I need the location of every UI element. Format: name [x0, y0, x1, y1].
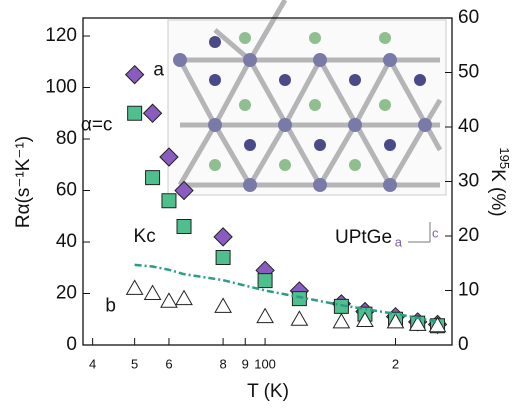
marker	[124, 64, 145, 85]
series-label: Kc	[134, 226, 156, 247]
marker	[159, 147, 179, 167]
series-label: b	[105, 295, 116, 316]
inset-axis-label: a	[395, 234, 403, 249]
marker	[145, 170, 161, 186]
y-axis-label: Rα(s⁻¹K⁻¹)	[13, 136, 34, 228]
y2-tick-label: 10	[458, 280, 479, 301]
marker	[256, 307, 274, 324]
marker	[143, 284, 162, 301]
series-line	[134, 263, 438, 324]
y-tick-label: 40	[56, 231, 77, 252]
series-label: α=c	[81, 114, 113, 135]
y-tick-label: 0	[66, 334, 77, 355]
atoms-green	[209, 32, 391, 171]
inset-axis-label: c	[432, 225, 439, 240]
marker	[175, 289, 193, 306]
marker	[214, 297, 232, 313]
y2-tick-label: 30	[458, 171, 479, 192]
y2-axis-label-prefix: 195	[497, 147, 512, 169]
y2-axis-label-text: K (%)	[487, 169, 508, 217]
x-tick-label: 6	[165, 356, 172, 371]
y-tick-label: 80	[56, 128, 77, 149]
y2-tick-label: 20	[458, 225, 479, 246]
inset-structure: c a	[167, 0, 447, 249]
x-tick-label: 2	[392, 356, 399, 371]
marker	[356, 311, 374, 328]
x-tick-label: 8	[219, 356, 226, 371]
marker	[160, 292, 178, 308]
y2-tick-label: 50	[458, 62, 479, 83]
marker	[215, 249, 231, 265]
marker	[257, 273, 273, 289]
marker	[290, 310, 309, 326]
marker	[142, 103, 163, 123]
x-axis-label: T (K)	[247, 381, 289, 402]
marker	[428, 316, 447, 333]
atoms-dark	[209, 36, 426, 151]
x-tick-label: 5	[131, 356, 138, 371]
y-tick-label: 100	[45, 77, 77, 98]
inset-frame	[167, 19, 447, 196]
inset-axes	[408, 222, 431, 243]
marker	[213, 227, 233, 247]
annotation: UPtGe	[335, 227, 392, 248]
y-tick-label: 20	[56, 283, 77, 304]
x-tick-label: 100	[254, 356, 276, 371]
marker	[408, 315, 427, 331]
marker	[125, 279, 144, 295]
y2-axis-label: 195K (%)	[487, 147, 512, 216]
marker	[161, 193, 177, 209]
marker	[386, 312, 405, 329]
marker	[176, 219, 192, 235]
y-tick-label: 60	[56, 180, 77, 201]
y2-tick-label: 0	[458, 334, 469, 355]
marker	[127, 105, 143, 121]
x-tick-label: 4	[89, 356, 96, 371]
series-label: a	[153, 60, 164, 81]
marker	[174, 180, 194, 201]
atoms	[173, 53, 432, 192]
marker	[291, 291, 307, 307]
y-tick-label: 120	[45, 25, 77, 46]
marker	[332, 312, 351, 329]
x-tick-label: 9	[242, 356, 249, 371]
y2-tick-label: 40	[458, 116, 479, 137]
y2-tick-label: 60	[458, 7, 479, 28]
